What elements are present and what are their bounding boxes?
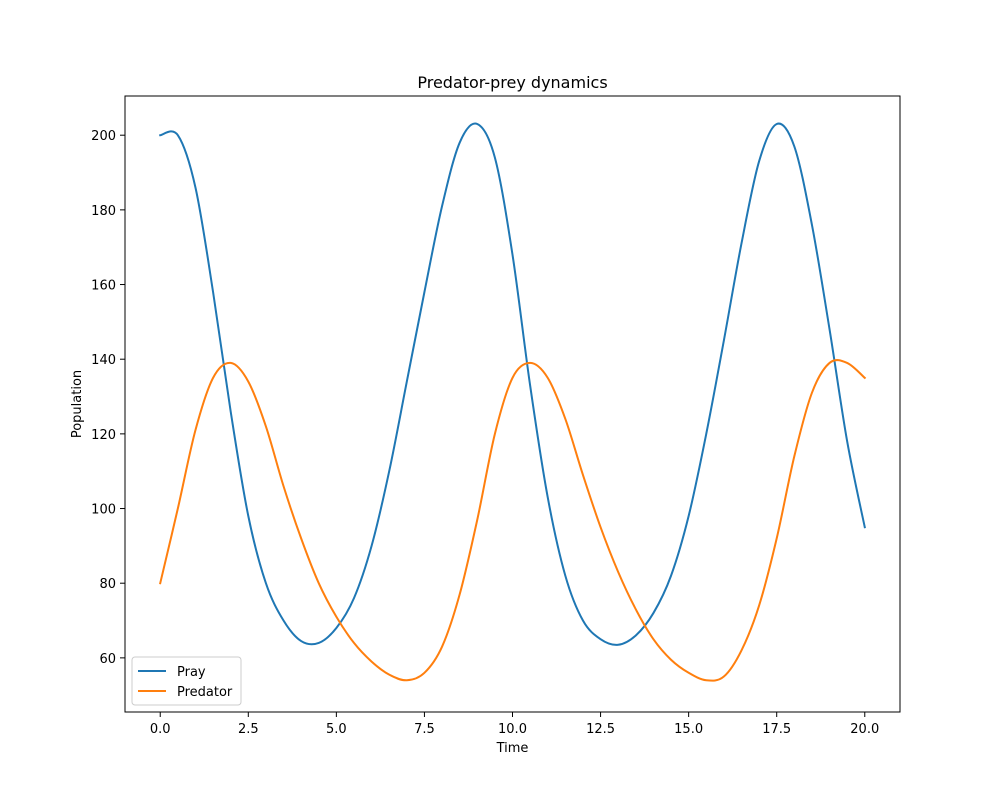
y-tick-label: 120: [91, 428, 116, 443]
x-tick-label: 2.5: [238, 722, 259, 737]
x-tick-label: 0.0: [150, 722, 171, 737]
x-tick-label: 5.0: [326, 722, 347, 737]
y-axis: 60 80 100 120 140 160 180 200: [91, 129, 125, 667]
y-tick-label: 140: [91, 353, 116, 368]
legend-label-predator: Predator: [177, 685, 233, 700]
x-tick-label: 17.5: [762, 722, 791, 737]
y-tick-label: 80: [99, 577, 116, 592]
y-tick-label: 100: [91, 503, 116, 518]
x-tick-label: 7.5: [414, 722, 435, 737]
x-axis: 0.0 2.5 5.0 7.5 10.0 12.5 15.0 17.5 20.0: [150, 712, 879, 737]
y-tick-label: 60: [99, 652, 116, 667]
x-tick-label: 12.5: [586, 722, 615, 737]
y-tick-label: 200: [91, 129, 116, 144]
y-tick-label: 160: [91, 279, 116, 294]
legend-label-pray: Pray: [177, 665, 206, 680]
y-axis-label: Population: [70, 370, 85, 438]
chart-title: Predator-prey dynamics: [417, 73, 607, 92]
y-tick-label: 180: [91, 204, 116, 219]
x-axis-label: Time: [496, 741, 529, 756]
x-tick-label: 10.0: [498, 722, 527, 737]
series-layer: [159, 122, 867, 682]
series-line-pray: [159, 122, 866, 646]
x-tick-label: 15.0: [674, 722, 703, 737]
legend: Pray Predator: [131, 656, 242, 706]
x-tick-label: 20.0: [850, 722, 879, 737]
legend-frame: [131, 656, 242, 706]
series-line-predator: [159, 359, 867, 682]
